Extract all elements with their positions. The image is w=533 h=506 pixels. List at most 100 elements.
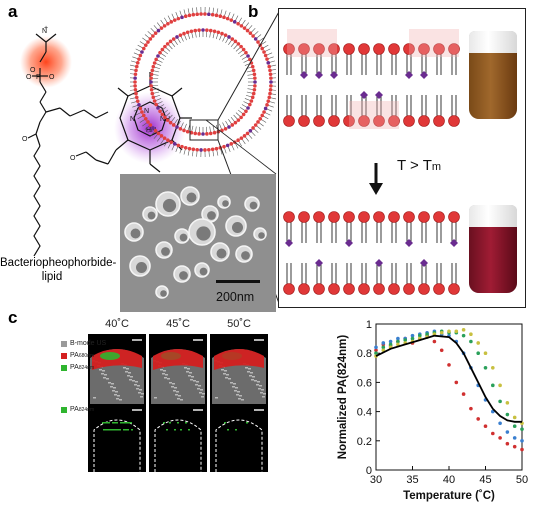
speckle	[260, 392, 263, 394]
pa824-pixel	[103, 429, 105, 431]
lipid-head	[283, 115, 295, 127]
svg-text:N: N	[144, 108, 149, 115]
speckle	[193, 380, 196, 382]
vesicle-shadow	[222, 200, 229, 207]
lipid-head	[258, 116, 263, 121]
lipid-head	[358, 211, 370, 223]
panel-label-b: b	[248, 2, 259, 21]
lipid-head	[223, 127, 228, 131]
pa-image-40	[88, 404, 146, 472]
speckle	[169, 382, 172, 384]
porphyrin-marker	[345, 239, 353, 247]
lipid-head	[227, 35, 231, 39]
svg-text:HN: HN	[146, 127, 156, 134]
lipid-head	[137, 103, 141, 107]
lipid-head	[195, 147, 199, 152]
lipid-head	[203, 12, 207, 16]
lipid-head	[162, 24, 167, 28]
lipid-head	[214, 13, 219, 18]
lipid-head	[146, 40, 150, 44]
lipid-head	[201, 132, 205, 136]
data-point	[388, 342, 393, 347]
legend-swatch-pa824	[61, 365, 67, 371]
lipid-head	[151, 95, 156, 100]
speckle	[174, 387, 177, 389]
speckle	[138, 392, 141, 394]
lipid-head	[263, 53, 268, 58]
data-point	[425, 332, 429, 337]
speckle	[154, 397, 157, 399]
lipid-head	[199, 148, 203, 152]
speckle	[201, 396, 204, 398]
x-tick-label: 35	[406, 474, 418, 486]
lipid-head	[251, 91, 256, 96]
lipid-head	[178, 127, 183, 131]
speckle	[123, 367, 126, 369]
lipid-head	[268, 72, 273, 77]
lipid-head	[373, 115, 385, 127]
lipid-head	[230, 123, 235, 127]
speckle	[115, 391, 118, 393]
lipid-head	[253, 84, 257, 88]
pa-image-45	[149, 404, 207, 472]
zoom-box	[189, 119, 219, 141]
lipid-head	[239, 24, 244, 28]
lipid-head	[418, 283, 430, 295]
lipid-head	[236, 21, 240, 26]
speckle	[191, 376, 194, 378]
lipid-head	[193, 131, 198, 136]
speckle	[180, 399, 183, 401]
lipid-head	[149, 87, 154, 92]
lipid-head	[283, 211, 295, 223]
lipid-head	[166, 138, 170, 143]
porphyrin-marker	[285, 239, 293, 247]
vesicle-shadow	[207, 211, 216, 220]
speckle	[163, 370, 166, 372]
us-image-50	[210, 334, 268, 404]
data-point	[491, 383, 495, 388]
speckle	[235, 387, 238, 389]
speckle	[234, 390, 237, 392]
speckle	[190, 379, 193, 381]
lipid-head	[187, 146, 192, 151]
pa824-pixel	[227, 429, 229, 431]
data-point	[439, 330, 444, 335]
speckle	[113, 387, 116, 389]
pa824-pixel	[112, 422, 114, 424]
lipid-head	[241, 112, 246, 117]
data-point	[505, 412, 510, 417]
lipid-head	[433, 211, 445, 223]
lipid-head	[373, 211, 385, 223]
data-point	[432, 339, 437, 344]
lipid-head	[191, 12, 196, 17]
lipid-head	[153, 31, 158, 36]
vesicle-shadow	[147, 211, 156, 220]
lipid-head	[208, 131, 213, 136]
speckle	[103, 377, 106, 379]
lipid-head	[137, 57, 141, 61]
plot-frame	[375, 323, 523, 471]
lipid-head	[265, 103, 269, 107]
lipid-head	[163, 115, 167, 120]
data-point	[454, 329, 459, 334]
data-point	[491, 366, 495, 370]
lipid-head	[448, 115, 460, 127]
pa680-signal	[153, 349, 203, 370]
lipid-head	[358, 283, 370, 295]
data-point	[447, 329, 451, 334]
data-point	[461, 328, 466, 332]
lipid-head	[248, 57, 252, 62]
lipid-head	[149, 72, 154, 77]
porphyrin-marker	[375, 91, 383, 99]
lipid-head	[158, 109, 162, 114]
speckle	[238, 398, 241, 400]
speckle	[189, 372, 192, 374]
pa-temperature-chart: 30 35 40 45 50 0 0.2 0.4 0.6 0.8 1 Temperature (˚C…	[337, 319, 528, 502]
lipid-head	[214, 146, 219, 151]
tumor-outline	[215, 419, 263, 472]
speckle	[232, 386, 235, 388]
data-point	[374, 348, 378, 353]
lipid-head	[251, 34, 255, 38]
temp-label-45: 45˚C	[166, 318, 190, 330]
